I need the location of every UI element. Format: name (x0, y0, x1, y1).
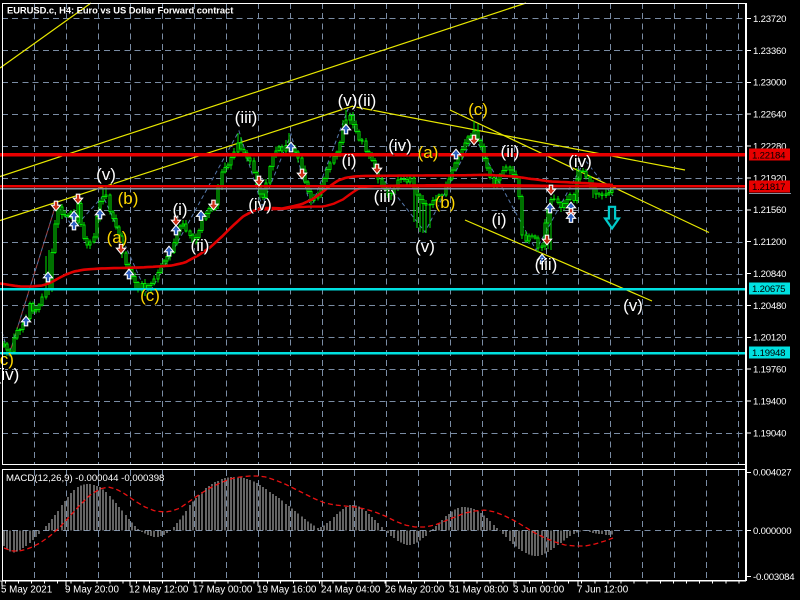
svg-text:1.23000: 1.23000 (753, 78, 786, 89)
svg-text:(v)(ii): (v)(ii) (338, 91, 377, 110)
svg-text:(iii): (iii) (235, 108, 258, 127)
svg-text:1.21200: 1.21200 (753, 237, 786, 248)
svg-text:1.19948: 1.19948 (752, 348, 785, 359)
svg-text:(iv): (iv) (0, 365, 19, 384)
svg-text:1.23360: 1.23360 (753, 46, 786, 57)
svg-text:1.21920: 1.21920 (753, 173, 786, 184)
svg-text:17 May 00:00: 17 May 00:00 (193, 585, 253, 596)
svg-text:(v): (v) (415, 237, 435, 256)
svg-text:1.20480: 1.20480 (753, 301, 786, 312)
svg-text:1.23720: 1.23720 (753, 14, 786, 25)
svg-text:(c): (c) (140, 286, 160, 305)
svg-text:(i): (i) (341, 151, 356, 170)
svg-text:(b): (b) (118, 189, 139, 208)
svg-text:(ii): (ii) (191, 236, 210, 255)
svg-text:(iv): (iv) (568, 152, 592, 171)
svg-text:1.19040: 1.19040 (753, 428, 786, 439)
svg-text:(iii): (iii) (535, 255, 558, 274)
svg-text:19 May 16:00: 19 May 16:00 (257, 585, 317, 596)
svg-text:26 May 20:00: 26 May 20:00 (385, 585, 445, 596)
svg-text:12 May 12:00: 12 May 12:00 (129, 585, 189, 596)
svg-text:0.004027: 0.004027 (753, 468, 791, 479)
svg-text:1.21560: 1.21560 (753, 205, 786, 216)
svg-text:31 May 08:00: 31 May 08:00 (449, 585, 509, 596)
svg-text:7 Jun 12:00: 7 Jun 12:00 (577, 585, 629, 596)
svg-text:(iv): (iv) (248, 195, 272, 214)
svg-text:-0.003084: -0.003084 (753, 572, 795, 583)
svg-text:(v): (v) (96, 165, 116, 184)
svg-text:24 May 04:00: 24 May 04:00 (321, 585, 381, 596)
svg-text:(i): (i) (491, 210, 506, 229)
svg-text:1.22184: 1.22184 (752, 150, 786, 161)
svg-text:(v): (v) (623, 296, 643, 315)
svg-text:(iii): (iii) (374, 187, 397, 206)
svg-text:(c): (c) (468, 100, 488, 119)
svg-text:1.20675: 1.20675 (752, 284, 785, 295)
svg-text:1.20120: 1.20120 (753, 333, 786, 344)
svg-text:3 Jun 00:00: 3 Jun 00:00 (513, 585, 565, 596)
svg-text:1.22280: 1.22280 (753, 141, 786, 152)
svg-text:(b): (b) (435, 193, 456, 212)
svg-text:(a): (a) (418, 143, 439, 162)
svg-text:(i): (i) (172, 200, 187, 219)
svg-text:1.19760: 1.19760 (753, 365, 786, 376)
svg-text:5 May 2021: 5 May 2021 (1, 585, 52, 596)
svg-text:1.22640: 1.22640 (753, 110, 786, 121)
svg-text:0.000000: 0.000000 (753, 526, 791, 537)
svg-text:(a): (a) (107, 228, 128, 247)
svg-text:(iv): (iv) (388, 136, 412, 155)
svg-text:(ii): (ii) (501, 142, 520, 161)
svg-text:1.21817: 1.21817 (752, 182, 785, 193)
svg-text:1.20840: 1.20840 (753, 269, 786, 280)
svg-text:9 May 20:00: 9 May 20:00 (65, 585, 119, 596)
svg-text:EURUSD.c, H4: Euro vs US Doll: EURUSD.c, H4: Euro vs US Dollar Forward … (7, 5, 233, 16)
svg-text:(c): (c) (0, 350, 14, 369)
svg-text:1.19400: 1.19400 (753, 397, 786, 408)
svg-text:MACD(12,26,9) -0.000044 -0.000: MACD(12,26,9) -0.000044 -0.000398 (6, 473, 164, 484)
